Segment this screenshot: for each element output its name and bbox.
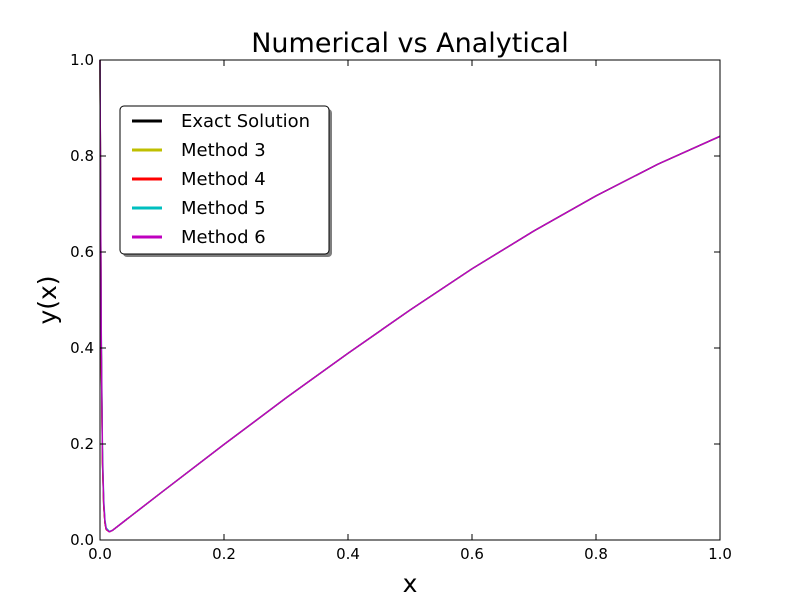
legend: Exact Solution Method 3 Method 4 Method 5 Me…: [119, 105, 332, 257]
x-axis-label: x: [403, 569, 418, 598]
y-tick-label: 0.6: [70, 243, 94, 261]
series-layer: [99, 59, 721, 533]
y-tick-label: 0.0: [70, 531, 94, 549]
y-tick-label: 0.2: [70, 435, 94, 453]
legend-label-1: Exact Solution: [181, 111, 310, 132]
x-axis: 0.0 0.2 0.4 0.6 0.8 1.0: [88, 60, 732, 563]
x-tick-label: 0.0: [88, 545, 112, 563]
legend-label-2: Method 3: [181, 140, 266, 161]
legend-label-5: Method 6: [181, 227, 266, 248]
x-tick-label: 0.4: [336, 545, 360, 563]
legend-items: Exact Solution Method 3 Method 4 Method 5 Me…: [132, 111, 310, 248]
x-tick-label: 0.6: [460, 545, 484, 563]
series-line-5: [99, 59, 721, 533]
y-tick-label: 0.4: [70, 339, 94, 357]
y-axis: 0.0 0.2 0.4 0.6 0.8 1.0: [70, 51, 720, 549]
y-axis-label: y(x): [33, 275, 62, 324]
y-tick-label: 1.0: [70, 51, 94, 69]
legend-box: [119, 105, 330, 255]
y-tick-label: 0.8: [70, 147, 94, 165]
chart-title: Numerical vs Analytical: [251, 28, 569, 59]
legend-label-4: Method 5: [181, 198, 266, 219]
x-tick-label: 0.8: [584, 545, 608, 563]
x-tick-label: 1.0: [708, 545, 732, 563]
plot-frame: [99, 59, 721, 541]
legend-label-3: Method 4: [181, 169, 266, 190]
x-tick-label: 0.2: [212, 545, 236, 563]
